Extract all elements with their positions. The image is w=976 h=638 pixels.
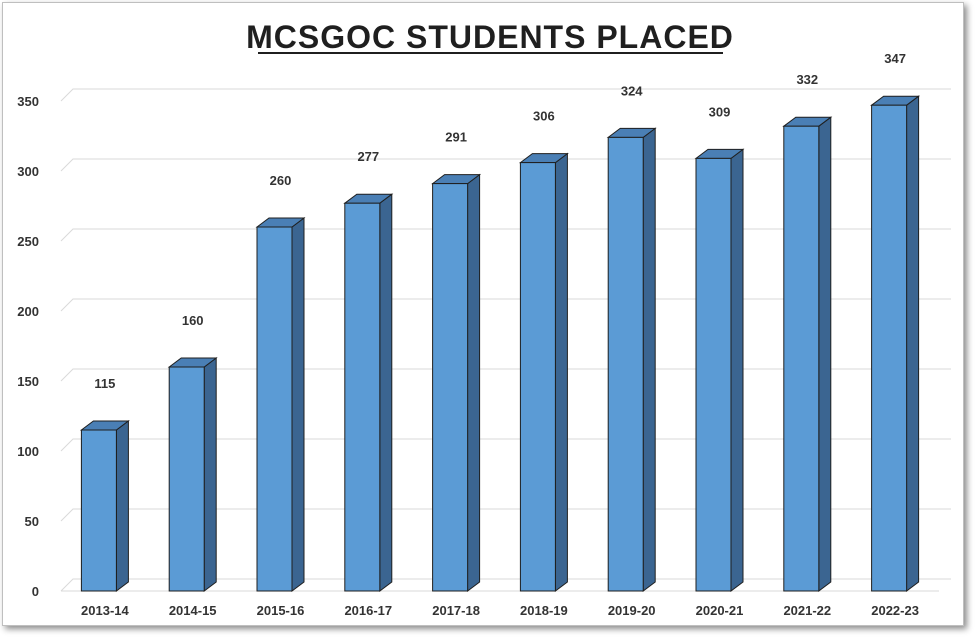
- bar-front: [695, 157, 732, 592]
- bar-front: [168, 366, 205, 592]
- bars: 115 160 260 277 291 306 324 309 332 347: [79, 51, 921, 592]
- gridline: [60, 368, 951, 382]
- x-tick-label: 2019-20: [608, 603, 656, 618]
- y-axis: 0 50 100 150 200 250 300 350: [17, 94, 39, 599]
- data-label: 332: [796, 72, 818, 87]
- y-tick-label: 100: [17, 444, 39, 459]
- data-label: 324: [621, 83, 643, 98]
- gridline: [60, 158, 951, 172]
- gridline: [60, 578, 951, 592]
- gridline: [60, 228, 951, 242]
- bar: 260: [255, 173, 306, 592]
- bar: 324: [606, 83, 657, 592]
- x-tick-label: 2016-17: [344, 603, 392, 618]
- y-tick-label: 200: [17, 304, 39, 319]
- data-label: 291: [445, 130, 467, 145]
- x-tick-label: 2022-23: [871, 603, 919, 618]
- y-tick-label: 250: [17, 234, 39, 249]
- gridline: [60, 298, 951, 312]
- bar-side: [818, 116, 832, 592]
- bar-front: [80, 429, 117, 592]
- bar-front: [783, 125, 820, 592]
- bar: 115: [79, 376, 130, 592]
- data-label: 277: [357, 149, 379, 164]
- bar-side: [467, 173, 481, 592]
- x-tick-label: 2021-22: [783, 603, 831, 618]
- x-tick-label: 2020-21: [696, 603, 744, 618]
- bar-side: [554, 152, 568, 592]
- bar: 309: [694, 104, 745, 592]
- data-label: 260: [270, 173, 292, 188]
- bar: 306: [518, 109, 569, 592]
- bar: 160: [167, 313, 218, 592]
- bar-side: [642, 127, 656, 592]
- bar-side: [115, 420, 129, 592]
- y-tick-label: 350: [17, 94, 39, 109]
- y-tick-label: 50: [25, 514, 39, 529]
- bar-side: [379, 193, 393, 592]
- bar-side: [906, 95, 920, 592]
- bar-front: [871, 104, 908, 592]
- bar-side: [730, 148, 744, 592]
- bar-front: [607, 136, 644, 592]
- bar-chart: MCSGOC STUDENTS PLACED 0 50 100 150 200 250 30…: [17, 19, 951, 618]
- x-axis: 2013-14 2014-15 2015-16 2016-17 2017-18 2018-…: [81, 603, 919, 618]
- bar-front: [432, 183, 469, 592]
- y-tick-label: 0: [32, 584, 39, 599]
- x-tick-label: 2013-14: [81, 603, 129, 618]
- x-tick-label: 2014-15: [169, 603, 217, 618]
- gridline: [60, 438, 951, 452]
- bar: 277: [343, 149, 394, 592]
- gridline: [60, 508, 951, 522]
- bar: 347: [870, 51, 921, 592]
- gridline: [60, 88, 951, 102]
- x-tick-label: 2017-18: [432, 603, 480, 618]
- bar-front: [344, 202, 381, 592]
- data-label: 347: [884, 51, 906, 66]
- bar: 332: [782, 72, 833, 592]
- chart-title: MCSGOC STUDENTS PLACED: [246, 19, 734, 55]
- y-tick-label: 150: [17, 374, 39, 389]
- y-tick-label: 300: [17, 164, 39, 179]
- chart-frame: MCSGOC STUDENTS PLACED 0 50 100 150 200 250 30…: [2, 2, 964, 626]
- bar-side: [291, 217, 305, 592]
- data-label: 306: [533, 109, 555, 124]
- bar: 291: [431, 130, 482, 592]
- bar-side: [203, 357, 217, 592]
- x-tick-label: 2015-16: [257, 603, 305, 618]
- data-label: 115: [94, 376, 115, 391]
- data-label: 309: [709, 104, 731, 119]
- data-label: 160: [182, 313, 204, 328]
- bar-front: [519, 162, 556, 592]
- x-tick-label: 2018-19: [520, 603, 568, 618]
- bar-front: [256, 226, 293, 592]
